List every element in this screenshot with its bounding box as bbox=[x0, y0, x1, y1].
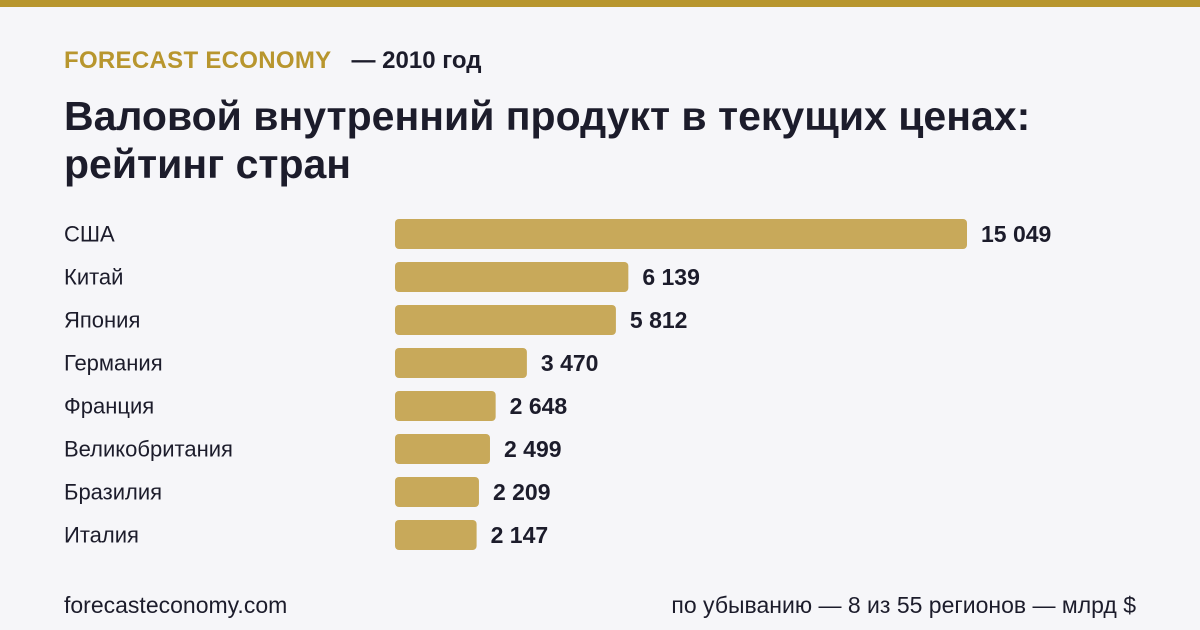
value-label: 2 209 bbox=[493, 479, 551, 505]
bar bbox=[395, 219, 967, 249]
header-brand-line: FORECAST ECONOMY — 2010 год bbox=[64, 46, 481, 76]
bar bbox=[395, 391, 496, 421]
footer-note: по убыванию — 8 из 55 регионов — млрд $ bbox=[671, 592, 1136, 618]
bar bbox=[395, 348, 527, 378]
category-label: США bbox=[64, 222, 115, 247]
value-label: 2 147 bbox=[491, 522, 549, 548]
category-label: Германия bbox=[64, 351, 163, 376]
bar bbox=[395, 434, 490, 464]
value-label: 15 049 bbox=[981, 221, 1051, 247]
category-label: Япония bbox=[64, 308, 140, 333]
category-label: Великобритания bbox=[64, 437, 233, 462]
top-accent-rule bbox=[0, 0, 1200, 7]
category-label: Франция bbox=[64, 394, 154, 419]
footer-site: forecasteconomy.com bbox=[64, 592, 288, 618]
bar bbox=[395, 520, 477, 550]
value-label: 2 499 bbox=[504, 436, 562, 462]
value-label: 6 139 bbox=[642, 264, 700, 290]
year-label: — 2010 год bbox=[351, 47, 482, 74]
category-label: Италия bbox=[64, 523, 139, 548]
bar bbox=[395, 262, 629, 292]
bar bbox=[395, 305, 616, 335]
value-label: 3 470 bbox=[541, 350, 599, 376]
value-label: 5 812 bbox=[630, 307, 688, 333]
brand-name: FORECAST ECONOMY bbox=[64, 47, 332, 74]
category-label: Китай bbox=[64, 265, 123, 290]
chart-title: Валовой внутренний продукт в текущих цен… bbox=[64, 93, 1031, 187]
value-label: 2 648 bbox=[510, 393, 568, 419]
bar bbox=[395, 477, 479, 507]
category-label: Бразилия bbox=[64, 480, 162, 505]
